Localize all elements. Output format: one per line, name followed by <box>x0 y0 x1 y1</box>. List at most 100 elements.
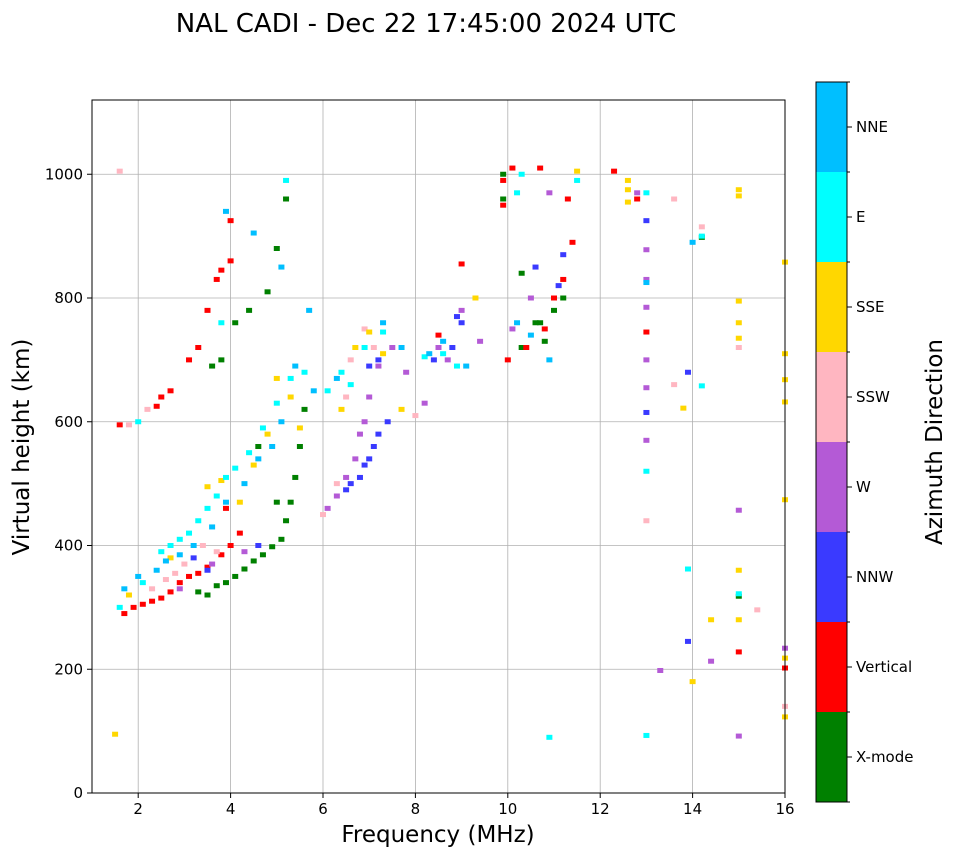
data-point-sse <box>366 329 373 335</box>
data-point-ssw <box>370 345 377 350</box>
data-point-sse <box>398 406 405 412</box>
data-point-vertical <box>222 505 229 511</box>
data-point-nne <box>463 363 470 369</box>
data-point-sse <box>624 199 631 205</box>
y-tick-label: 200 <box>54 660 83 678</box>
data-point-nnw <box>560 252 567 258</box>
data-point-x-mode <box>301 406 308 412</box>
data-point-nnw <box>375 357 382 363</box>
data-point-e <box>643 468 650 474</box>
data-point-nne <box>190 543 197 548</box>
y-axis-label: Virtual height (km) <box>9 339 35 556</box>
data-point-ssw <box>412 413 419 419</box>
data-point-vertical <box>158 595 165 601</box>
data-point-w <box>343 474 350 480</box>
data-point-ssw <box>361 326 368 332</box>
data-point-vertical <box>116 422 123 428</box>
data-point-e <box>643 190 650 196</box>
colorbar-swatch-e <box>816 172 847 262</box>
colorbar-swatch-sse <box>816 262 847 352</box>
data-point-nnw <box>343 487 350 493</box>
data-point-x-mode <box>232 320 239 326</box>
data-point-nnw <box>555 283 562 289</box>
data-point-vertical <box>227 258 234 264</box>
data-point-sse <box>624 177 631 183</box>
data-point-x-mode <box>283 196 290 202</box>
data-point-nne <box>162 558 169 564</box>
data-point-e <box>176 536 183 542</box>
data-point-e <box>698 383 705 389</box>
data-point-w <box>421 400 428 406</box>
x-tick-label: 4 <box>226 800 236 818</box>
data-point-nnw <box>347 481 354 487</box>
x-tick-label: 10 <box>498 800 517 818</box>
colorbar-label-w: W <box>856 478 871 496</box>
data-point-x-mode <box>287 499 294 505</box>
data-point-x-mode <box>532 320 539 326</box>
data-point-ssw <box>347 357 354 363</box>
data-point-e <box>204 505 211 511</box>
chart-title: NAL CADI - Dec 22 17:45:00 2024 UTC <box>176 9 676 39</box>
data-point-nnw <box>532 264 539 270</box>
colorbar-label-vertical: Vertical <box>856 658 912 676</box>
data-point-x-mode <box>292 474 299 480</box>
data-point-vertical <box>149 598 156 604</box>
data-point-w <box>209 561 216 567</box>
x-tick-label: 16 <box>775 800 794 818</box>
data-point-e <box>167 543 174 548</box>
data-point-sse <box>735 617 742 623</box>
x-tick-label: 6 <box>318 800 328 818</box>
data-point-e <box>380 329 387 335</box>
data-point-nnw <box>356 474 363 480</box>
data-point-nne <box>278 264 285 270</box>
data-point-vertical <box>500 177 507 183</box>
data-point-nne <box>241 481 248 487</box>
data-point-w <box>657 667 664 673</box>
y-tick-label: 0 <box>73 784 83 802</box>
data-point-vertical <box>458 261 465 267</box>
data-point-w <box>643 276 650 282</box>
data-point-nnw <box>430 357 437 363</box>
data-point-sse <box>338 406 345 412</box>
data-point-w <box>477 338 484 344</box>
data-point-nne <box>209 524 216 530</box>
data-point-w <box>643 357 650 363</box>
data-point-x-mode <box>560 295 567 301</box>
data-point-vertical <box>186 357 193 363</box>
data-point-sse <box>380 351 387 357</box>
data-point-w <box>389 345 396 350</box>
data-point-sse <box>735 320 742 326</box>
data-point-e <box>213 493 220 499</box>
data-point-x-mode <box>222 580 229 586</box>
data-point-vertical <box>735 649 742 655</box>
colorbar-label-sse: SSE <box>856 298 885 316</box>
data-point-w <box>458 307 465 313</box>
data-point-x-mode <box>218 357 225 363</box>
data-point-vertical <box>227 543 234 548</box>
data-point-vertical <box>504 357 511 363</box>
colorbar-label-e: E <box>856 208 865 226</box>
data-point-x-mode <box>278 536 285 542</box>
data-point-e <box>698 233 705 239</box>
data-point-nne <box>176 552 183 558</box>
data-point-vertical <box>204 564 211 570</box>
data-point-vertical <box>176 580 183 586</box>
data-point-ssw <box>320 512 326 518</box>
data-point-ssw <box>213 549 220 555</box>
x-tick-label: 2 <box>133 800 143 818</box>
data-point-w <box>352 456 359 462</box>
data-point-sse <box>236 499 243 505</box>
data-point-e <box>347 382 354 388</box>
data-point-e <box>186 530 193 536</box>
data-point-nne <box>643 280 650 286</box>
data-point-ssw <box>162 577 169 583</box>
data-point-e <box>546 734 553 740</box>
y-tick-label: 1000 <box>45 165 83 183</box>
data-point-e <box>338 369 345 375</box>
data-point-w <box>643 385 650 391</box>
data-point-nnw <box>366 456 373 462</box>
data-point-x-mode <box>264 289 271 295</box>
data-point-e <box>643 732 650 738</box>
data-point-e <box>273 400 280 406</box>
data-point-nnw <box>384 419 391 425</box>
